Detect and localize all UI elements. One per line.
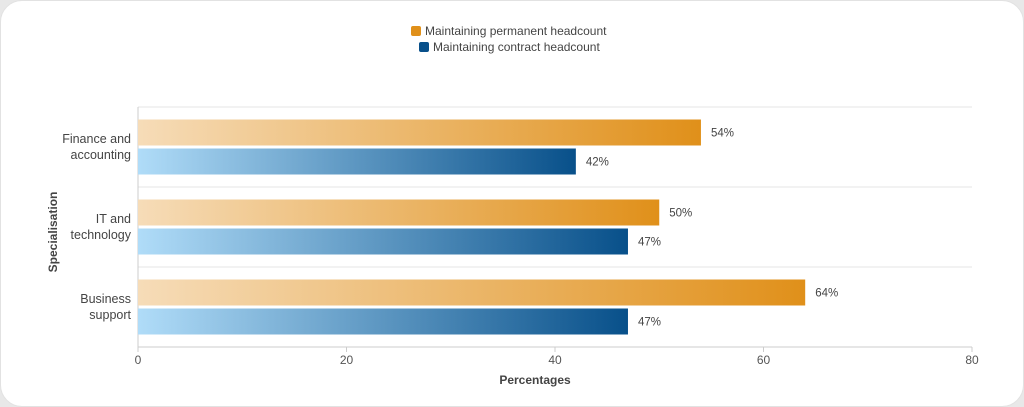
legend-swatch-contract xyxy=(419,42,429,52)
x-tick-label: 0 xyxy=(135,353,142,367)
category-label: IT and technology xyxy=(71,212,132,242)
y-axis-title: Specialisation xyxy=(46,192,60,273)
legend-swatch-permanent xyxy=(411,26,421,36)
labels: 0 20 40 60 80 54% 42% Finance and accounting 50% 4… xyxy=(46,128,979,388)
data-label: 42% xyxy=(586,157,609,169)
x-tick-label: 80 xyxy=(965,353,979,367)
data-label: 47% xyxy=(638,317,661,329)
legend-label-permanent: Maintaining permanent headcount xyxy=(425,24,607,38)
x-tick-label: 20 xyxy=(340,353,354,367)
bar-permanent[interactable] xyxy=(138,119,701,146)
data-label: 64% xyxy=(815,288,838,300)
chart-legend: Maintaining permanent headcount Maintain… xyxy=(411,23,606,55)
data-label: 47% xyxy=(638,237,661,249)
grid-lines xyxy=(137,106,973,352)
x-axis-title: Percentages xyxy=(499,373,571,387)
category-label: Business support xyxy=(80,292,131,322)
bar-contract[interactable] xyxy=(138,308,628,335)
x-tick-label: 40 xyxy=(548,353,562,367)
data-label: 50% xyxy=(669,208,692,220)
bars xyxy=(138,119,806,335)
legend-item-permanent[interactable]: Maintaining permanent headcount xyxy=(411,23,606,39)
legend-item-contract[interactable]: Maintaining contract headcount xyxy=(419,39,606,55)
bar-permanent[interactable] xyxy=(138,199,660,226)
bar-contract[interactable] xyxy=(138,228,628,255)
category-label: Finance and accounting xyxy=(62,132,131,162)
legend-label-contract: Maintaining contract headcount xyxy=(433,40,600,54)
x-tick-label: 60 xyxy=(757,353,771,367)
bar-permanent[interactable] xyxy=(138,279,806,306)
bar-contract[interactable] xyxy=(138,148,576,175)
data-label: 54% xyxy=(711,128,734,140)
